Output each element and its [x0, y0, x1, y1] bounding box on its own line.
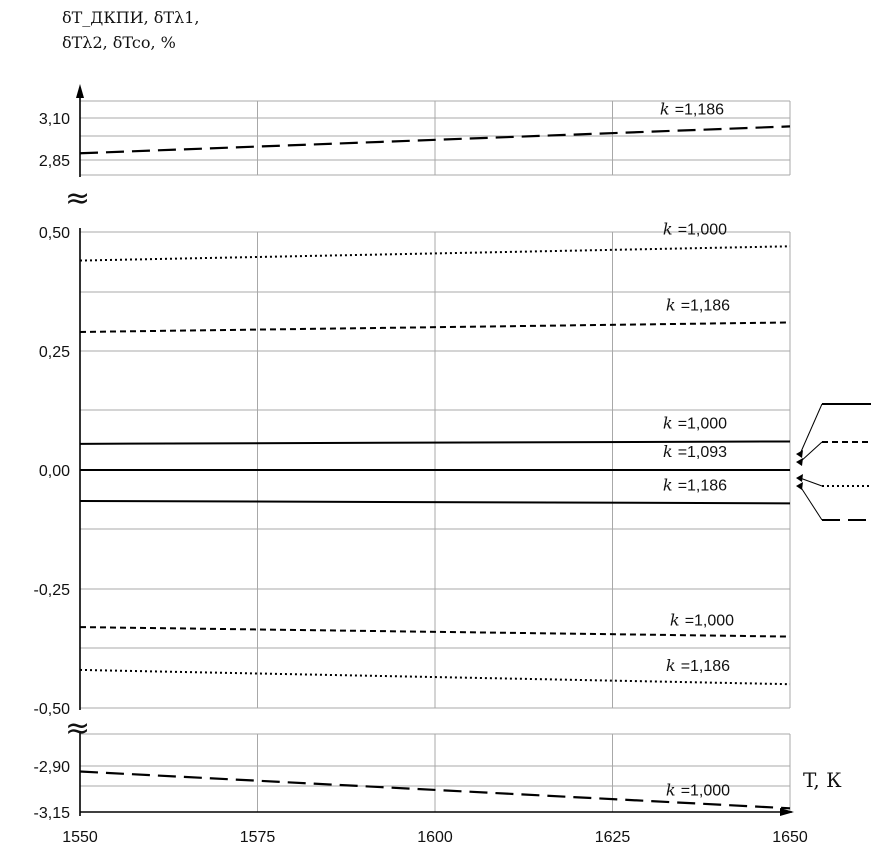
series-label-value: =1,186	[681, 297, 730, 314]
series-label-value: =1,000	[678, 415, 727, 432]
series-label-1: k =1,000	[663, 219, 727, 238]
series-label-4: k =1,093	[663, 442, 727, 461]
series-line-5	[79, 499, 791, 505]
y-tick-label: 0,50	[39, 225, 70, 242]
x-tick-label: 1625	[595, 829, 631, 846]
x-axis-arrowhead	[780, 808, 794, 816]
series-line-6	[79, 626, 791, 638]
series-label-6: k =1,000	[670, 611, 734, 630]
legend-leader-1	[799, 441, 823, 463]
y-axis-label-line-2: δTλ2, δTco, %	[62, 33, 176, 52]
series-label-value: =1,000	[685, 613, 734, 630]
series-label-3: k =1,000	[663, 413, 727, 432]
series-label-k: k	[666, 295, 681, 314]
y-tick-label: 2,85	[39, 153, 70, 170]
legend-arrowhead-2	[796, 474, 803, 482]
y-axis-label-line-1: δT_ДКПИ, δTλ1,	[62, 8, 199, 27]
y-tick-label: 3,10	[39, 111, 70, 128]
series-label-value: =1,093	[678, 444, 727, 461]
series	[79, 125, 791, 810]
series-label-k: k	[666, 780, 681, 799]
x-axis-label: T, К	[803, 768, 842, 792]
legend-leader-2	[799, 477, 823, 487]
y-tick-label: 0,25	[39, 344, 70, 361]
legend-leader-0	[799, 403, 823, 455]
series-label-k: k	[663, 475, 678, 494]
series-label-k: k	[663, 413, 678, 432]
axis-break-1: ≈	[65, 711, 90, 746]
series-line-1	[79, 245, 791, 262]
series-label-0: k =1,186	[660, 99, 724, 118]
series-label-k: k	[663, 219, 678, 238]
x-tick-label: 1550	[62, 829, 98, 846]
legend-leader-3	[799, 485, 823, 521]
series-line-2	[79, 321, 791, 333]
series-label-5: k =1,186	[663, 475, 727, 494]
legend-arrowhead-1	[796, 458, 803, 466]
series-label-8: k =1,000	[666, 780, 730, 799]
series-label-value: =1,186	[675, 101, 724, 118]
series-label-7: k =1,186	[666, 656, 730, 675]
x-tick-label: 1650	[772, 829, 808, 846]
series-line-0	[79, 125, 791, 155]
series-label-value: =1,000	[681, 782, 730, 799]
x-tick-label: 1575	[240, 829, 276, 846]
legend-arrowhead-3	[796, 482, 803, 490]
y-axis-arrowhead	[76, 84, 84, 98]
axes: ≈ ≈3,10 2,85 0,50 0,25 0,00 -0,25 -0,50 -2,90 -3,…	[34, 84, 808, 846]
series-label-k: k	[660, 99, 675, 118]
series-label-k: k	[670, 611, 685, 630]
series-line-7	[79, 668, 791, 686]
y-tick-label: -2,90	[34, 759, 71, 776]
series-label-value: =1,186	[678, 477, 727, 494]
series-label-k: k	[663, 442, 678, 461]
series-line-8	[79, 770, 791, 810]
legend	[796, 403, 871, 521]
series-line-3	[79, 440, 791, 445]
y-tick-label: -0,25	[34, 582, 71, 599]
grid	[79, 100, 791, 813]
y-tick-label: 0,00	[39, 463, 70, 480]
legend-arrowhead-0	[796, 450, 803, 458]
axis-break-0: ≈	[65, 181, 90, 216]
series-label-value: =1,186	[681, 658, 730, 675]
y-tick-label: -0,50	[34, 701, 71, 718]
y-tick-label: -3,15	[34, 805, 71, 822]
series-label-k: k	[666, 656, 681, 675]
x-tick-label: 1600	[417, 829, 453, 846]
series-label-value: =1,000	[678, 221, 727, 238]
series-label-2: k =1,186	[666, 295, 730, 314]
